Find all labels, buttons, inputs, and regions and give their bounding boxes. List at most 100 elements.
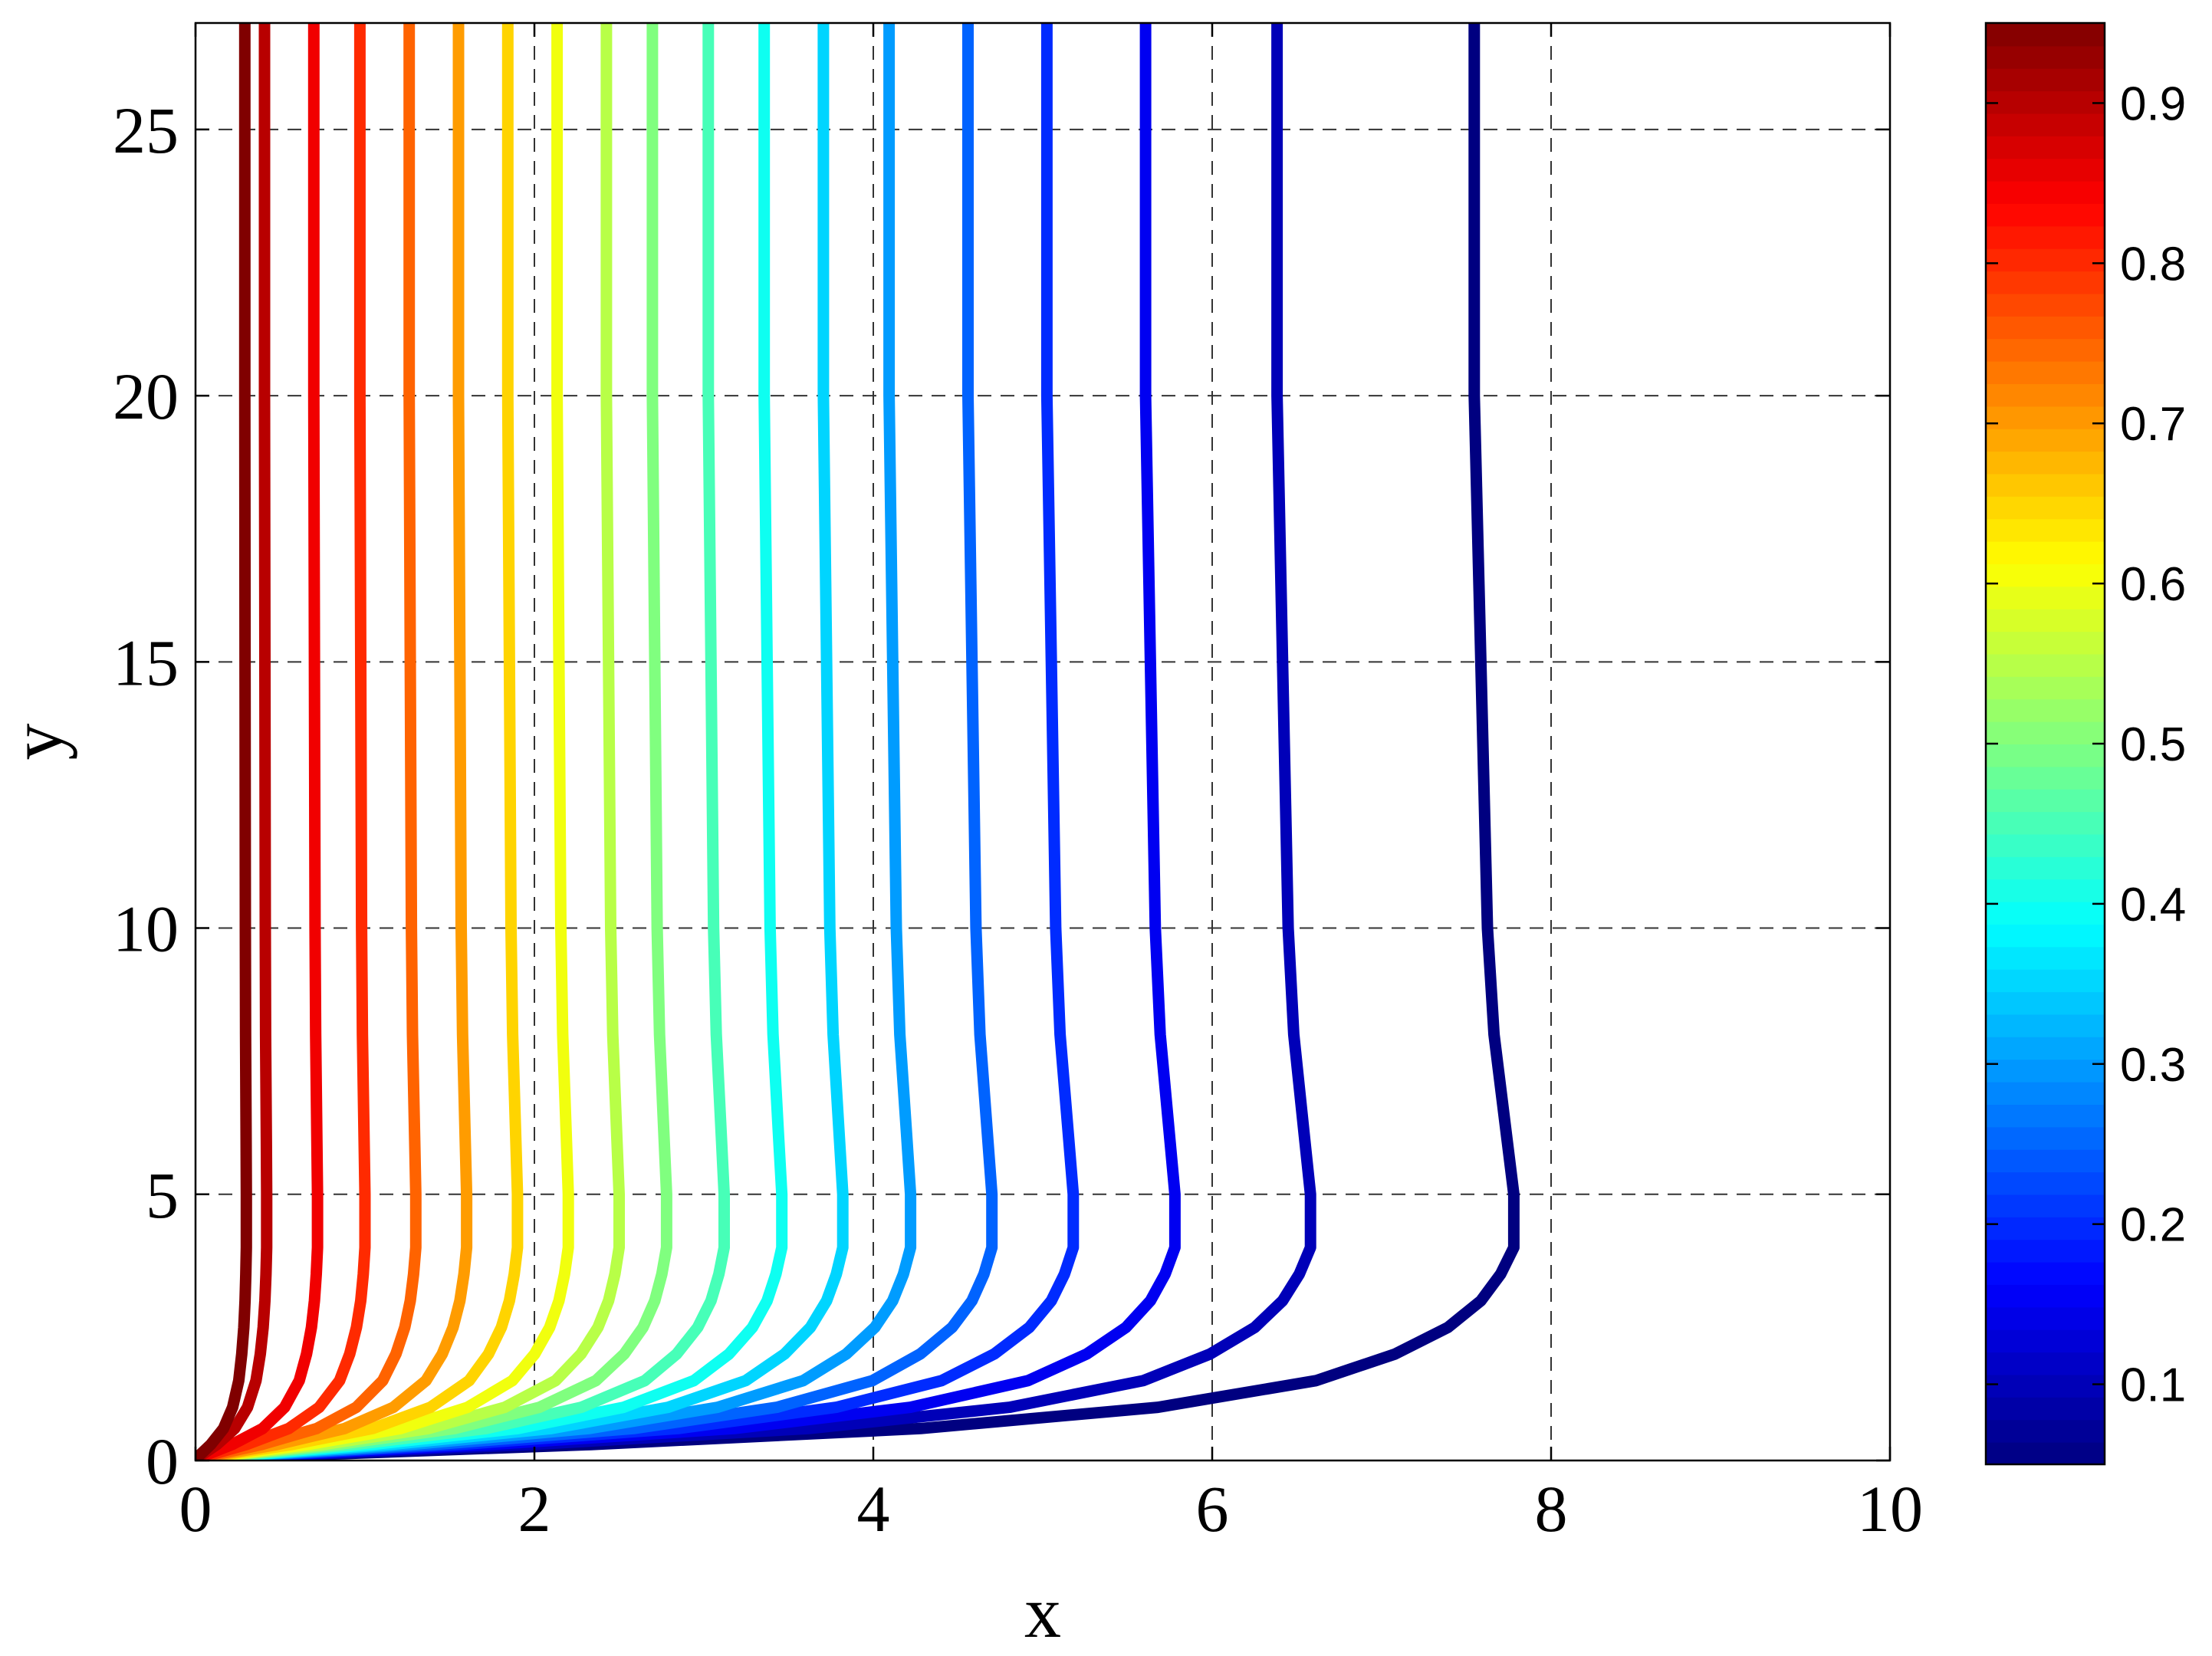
colorbar-segment <box>1986 586 2105 610</box>
colorbar-segment <box>1986 1329 2105 1353</box>
colorbar-segment <box>1986 383 2105 407</box>
colorbar-tick-label: 0.6 <box>2120 558 2186 611</box>
colorbar-segment <box>1986 766 2105 790</box>
colorbar-segment <box>1986 1014 2105 1037</box>
colorbar-segment <box>1986 406 2105 429</box>
x-tick-label: 0 <box>179 1472 212 1546</box>
contour-line <box>196 23 252 1460</box>
colorbar-segment <box>1986 1194 2105 1217</box>
y-axis-label: y <box>0 724 77 761</box>
colorbar-tick-label: 0.7 <box>2120 398 2186 451</box>
x-tick-label: 6 <box>1196 1472 1229 1546</box>
colorbar-segment <box>1986 518 2105 542</box>
colorbar-tick-label: 0.3 <box>2120 1039 2186 1092</box>
colorbar-segment <box>1986 338 2105 362</box>
grid-lines <box>196 23 1890 1460</box>
x-tick-label: 2 <box>518 1472 551 1546</box>
y-tick-label: 20 <box>113 360 179 433</box>
colorbar-tick-label: 0.5 <box>2120 718 2186 771</box>
y-tick-label: 5 <box>146 1158 179 1232</box>
contour-line <box>196 23 324 1460</box>
colorbar-segment <box>1986 180 2105 204</box>
colorbar-segment <box>1986 811 2105 835</box>
colorbar-tick-label: 0.8 <box>2120 238 2186 291</box>
colorbar-segment <box>1986 1374 2105 1398</box>
contour-line <box>196 23 273 1460</box>
y-tick-label: 0 <box>146 1424 179 1498</box>
colorbar-segment <box>1986 1059 2105 1083</box>
colorbar-segment <box>1986 1419 2105 1443</box>
colorbar-segment <box>1986 1352 2105 1375</box>
colorbar-segment <box>1986 968 2105 993</box>
contour-curves <box>196 23 1520 1460</box>
colorbar-segment <box>1986 45 2105 69</box>
colorbar-segment <box>1986 203 2105 227</box>
colorbar-segment <box>1986 1306 2105 1330</box>
colorbar-segment <box>1986 698 2105 722</box>
colorbar-segment <box>1986 833 2105 857</box>
colorbar-segment <box>1986 675 2105 700</box>
colorbar-segment <box>1986 564 2105 587</box>
colorbar-segment <box>1986 1036 2105 1060</box>
x-tick-label: 8 <box>1535 1472 1568 1546</box>
colorbar-segment <box>1986 1284 2105 1308</box>
colorbar-segment <box>1986 360 2105 384</box>
colorbar-segment <box>1986 428 2105 452</box>
contour-line <box>196 23 371 1460</box>
colorbar-segment <box>1986 924 2105 948</box>
plot-frame <box>194 21 1892 1462</box>
colorbar: 0.1 0.2 0.3 0.4 0.5 0.6 0.7 0.8 0.9 <box>1984 21 2186 1466</box>
colorbar-segment <box>1986 1396 2105 1421</box>
contour-line <box>196 23 574 1460</box>
colorbar-segment <box>1986 946 2105 970</box>
y-tick-label: 10 <box>113 892 179 966</box>
colorbar-segment <box>1986 315 2105 340</box>
colorbar-segment <box>1986 744 2105 767</box>
colorbar-segment <box>1986 1239 2105 1263</box>
colorbar-segment <box>1986 495 2105 520</box>
colorbar-segment <box>1986 991 2105 1015</box>
colorbar-segment <box>1986 608 2105 632</box>
colorbar-tick-label: 0.4 <box>2120 879 2186 932</box>
colorbar-segment <box>1986 67 2105 92</box>
colorbar-segment <box>1986 113 2105 136</box>
contour-line <box>196 23 524 1460</box>
colorbar-segment <box>1986 271 2105 294</box>
colorbar-segment <box>1986 1171 2105 1195</box>
x-tick-label: 10 <box>1857 1472 1923 1546</box>
colorbar-tick-label: 0.9 <box>2120 77 2186 130</box>
colorbar-segment <box>1986 1104 2105 1128</box>
colorbar-segment <box>1986 1441 2105 1465</box>
contour-line <box>196 23 422 1460</box>
colorbar-segment <box>1986 248 2105 272</box>
colorbar-segment <box>1986 225 2105 249</box>
colorbar-segment <box>1986 1261 2105 1285</box>
colorbar-segment <box>1986 473 2105 497</box>
contour-line <box>196 23 1316 1460</box>
colorbar-tick-label: 0.1 <box>2120 1359 2186 1412</box>
colorbar-segment <box>1986 293 2105 317</box>
colorbar-segment <box>1986 23 2105 47</box>
colorbar-segment <box>1986 721 2105 744</box>
colorbar-tick-label: 0.2 <box>2120 1199 2186 1252</box>
colorbar-segment <box>1986 451 2105 475</box>
colorbar-segment <box>1986 1081 2105 1105</box>
colorbar-segment <box>1986 1126 2105 1150</box>
axis-ticks: 0 2 4 6 8 10 0 5 10 15 20 25 <box>113 23 1923 1546</box>
x-tick-label: 4 <box>857 1472 890 1546</box>
colorbar-segment <box>1986 901 2105 925</box>
colorbar-segment <box>1986 540 2105 564</box>
colorbar-segment <box>1986 856 2105 880</box>
colorbar-segment <box>1986 135 2105 159</box>
y-tick-label: 15 <box>113 626 179 699</box>
contour-line <box>196 23 1520 1460</box>
colorbar-segment <box>1986 879 2105 902</box>
y-tick-label: 25 <box>113 94 179 167</box>
colorbar-segment <box>1986 653 2105 677</box>
colorbar-segment <box>1986 1216 2105 1240</box>
colorbar-segment <box>1986 788 2105 813</box>
contour-line <box>196 23 473 1460</box>
colorbar-segment <box>1986 158 2105 182</box>
colorbar-segment <box>1986 631 2105 655</box>
